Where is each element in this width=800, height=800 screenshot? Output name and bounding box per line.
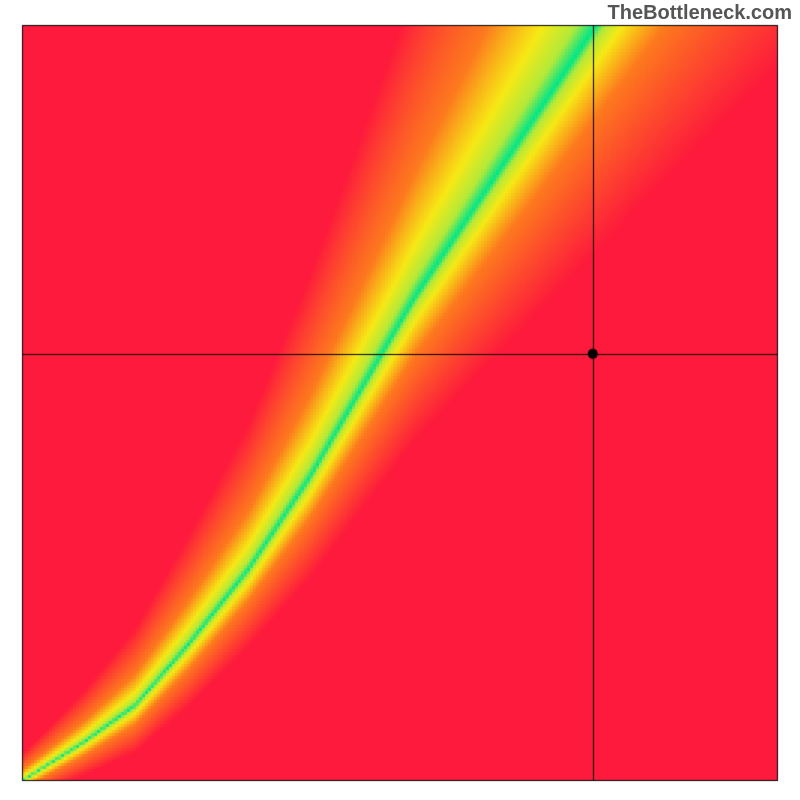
attribution-label: TheBottleneck.com	[608, 2, 792, 25]
heatmap-canvas	[0, 0, 800, 800]
chart-container: { "attribution": "TheBottleneck.com", "c…	[0, 0, 800, 800]
